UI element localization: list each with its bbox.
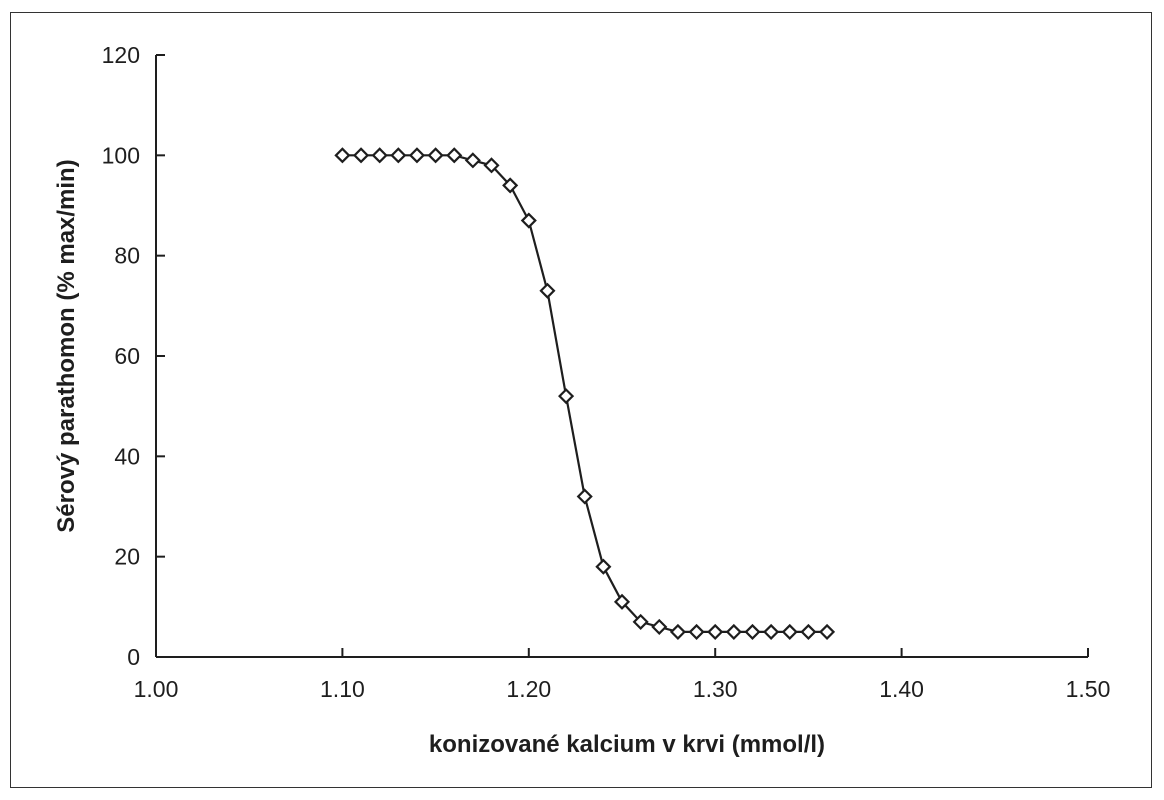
data-point [632, 613, 649, 630]
y-tick-label: 120 [102, 42, 140, 68]
data-point [334, 147, 351, 164]
y-ticks: 0 20 40 60 80 100 120 [102, 42, 165, 670]
data-point [595, 558, 612, 575]
data-point [651, 618, 668, 635]
y-tick-label: 60 [114, 343, 140, 369]
x-tick-label: 1.10 [320, 676, 365, 702]
data-point [464, 152, 481, 169]
data-point [744, 623, 761, 640]
data-point [688, 623, 705, 640]
data-point [352, 147, 370, 164]
data-point [725, 623, 742, 640]
x-ticks: 1.00 1.10 1.20 1.30 1.40 1.50 [134, 648, 1111, 702]
y-tick-label: 40 [114, 443, 140, 469]
y-tick-label: 0 [127, 644, 140, 670]
data-point [427, 147, 444, 164]
x-tick-label: 1.00 [134, 676, 179, 702]
data-point [818, 623, 836, 640]
data-point [502, 177, 519, 194]
data-point [669, 623, 686, 640]
y-tick-label: 80 [114, 243, 140, 269]
data-point [558, 388, 575, 405]
data-point [576, 488, 593, 505]
data-point [520, 212, 537, 229]
y-tick-label: 20 [114, 544, 140, 570]
x-tick-label: 1.50 [1066, 676, 1111, 702]
y-tick-label: 100 [102, 142, 140, 168]
fit-curve [342, 154, 827, 633]
data-point [763, 623, 780, 640]
data-point [707, 623, 724, 640]
x-tick-label: 1.30 [693, 676, 738, 702]
data-point [408, 147, 426, 164]
data-point [390, 147, 407, 164]
data-point [613, 593, 631, 610]
data-point [781, 623, 798, 640]
data-point [539, 282, 556, 299]
data-point [800, 623, 817, 640]
data-points [334, 147, 836, 640]
x-tick-label: 1.20 [506, 676, 551, 702]
x-tick-label: 1.40 [879, 676, 924, 702]
data-point [483, 157, 500, 174]
data-point [446, 147, 463, 164]
chart-frame [10, 12, 1152, 788]
data-point [371, 147, 388, 164]
x-axis-label: konizované kalcium v krvi (mmol/l) [429, 731, 825, 758]
y-axis-label: Sérový parathomon (% max/min) [53, 159, 80, 532]
